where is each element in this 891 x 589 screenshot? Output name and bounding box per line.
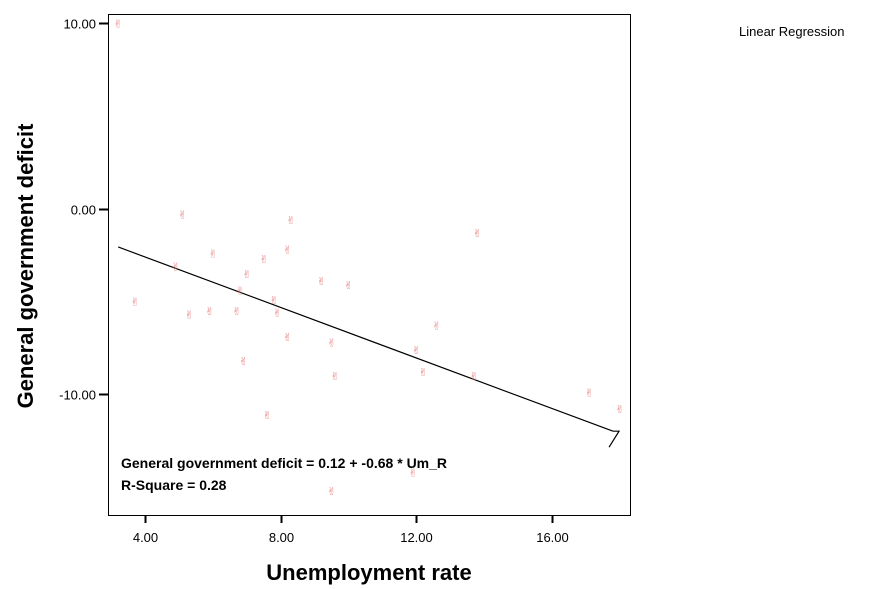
y-tick-label: 10.00 (63, 17, 96, 32)
scatter-point: ✌ (242, 268, 251, 281)
scatter-point: ✌ (131, 296, 140, 309)
x-tick-label: 16.00 (536, 530, 569, 545)
scatter-point: ✌ (239, 355, 248, 368)
regression-line-end (608, 430, 621, 448)
y-axis-title: General government deficit (13, 123, 38, 409)
scatter-point: ✌ (344, 279, 353, 292)
scatter-point: ✌ (283, 331, 292, 344)
scatter-point: ✌ (408, 466, 417, 479)
scatter-point: ✌ (178, 208, 187, 221)
scatter-point: ✌ (208, 247, 217, 260)
scatter-point: ✌ (236, 284, 245, 297)
legend-label: Linear Regression (739, 24, 845, 39)
scatter-point: ✌ (259, 253, 268, 266)
scatter-point: ✌ (185, 309, 194, 322)
r-square-label: R-Square = 0.28 (121, 477, 227, 493)
scatter-point: ✌ (469, 370, 478, 383)
scatter-point: ✌ (232, 305, 241, 318)
scatter-point: ✌ (473, 227, 482, 240)
y-tick-label: -10.00 (59, 388, 96, 403)
scatter-point: ✌ (114, 17, 123, 30)
scatter-point: ✌ (327, 485, 336, 498)
scatter-point: ✌ (171, 260, 180, 273)
x-tick-label: 12.00 (400, 530, 433, 545)
scatter-point: ✌ (419, 366, 428, 379)
x-axis-title: Unemployment rate (266, 560, 471, 585)
scatter-point: ✌ (269, 294, 278, 307)
scatter-point: ✌ (317, 275, 326, 288)
scatter-point: ✌ (205, 305, 214, 318)
y-tick-label: 0.00 (71, 203, 96, 218)
scatter-point: ✌ (615, 403, 624, 416)
plot-frame (108, 14, 631, 516)
x-tick-label: 8.00 (269, 530, 294, 545)
y-axis: 10.00 0.00 -10.00 (59, 17, 108, 403)
x-axis: 4.00 8.00 12.00 16.00 (133, 515, 569, 545)
scatter-point: ✌ (286, 214, 295, 227)
scatter-point: ✌ (273, 307, 282, 320)
scatter-point: ✌ (327, 336, 336, 349)
regression-line (117, 246, 614, 432)
scatter-point: ✌ (432, 320, 441, 333)
scatter-point: ✌ (585, 387, 594, 400)
scatter-point: ✌ (412, 344, 421, 357)
x-tick-label: 4.00 (133, 530, 158, 545)
regression-equation: General government deficit = 0.12 + -0.6… (121, 455, 447, 471)
scatter-point: ✌ (330, 370, 339, 383)
points-layer: ✌ ✌ ✌ ✌ ✌ ✌ ✌ ✌ ✌ ✌ ✌ ✌ ✌ ✌ ✌ ✌ ✌ ✌ ✌ ✌ ✌ ✌ ✌ ✌ ✌ ✌ ✌ ✌ ✌ ✌ ✌ (114, 17, 625, 498)
scatter-point: ✌ (283, 244, 292, 257)
scatter-point: ✌ (263, 409, 272, 422)
regression-layer (117, 246, 621, 448)
